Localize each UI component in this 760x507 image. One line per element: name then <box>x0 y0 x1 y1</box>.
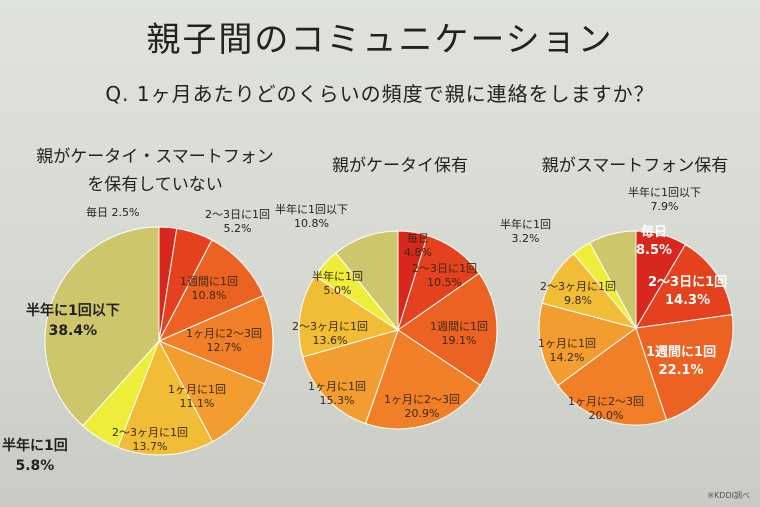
slice-label: 2〜3ヶ月に1回 13.6% <box>292 320 368 347</box>
source-credit: ※KDDI調べ <box>707 491 750 500</box>
slice-label: 半年に1回以下 7.9% <box>628 186 701 213</box>
chart-1-title-line-1: 親がケータイ・スマートフォン <box>36 147 274 167</box>
chart-2-title-line-1: 親がケータイ保有 <box>332 156 468 176</box>
slice-label: 毎日 2.5% <box>86 206 140 219</box>
slice-label: 1週間に1回 10.8% <box>180 275 238 302</box>
pie-chart-2 <box>298 230 498 430</box>
chart-1-title-line-2: を保有していない <box>87 175 223 195</box>
slice-label: 毎日 4.8% <box>404 232 432 259</box>
slice-label: 半年に1回 3.2% <box>500 218 551 245</box>
pie-slice <box>157 239 265 343</box>
slice-label: 毎日 8.5% <box>636 225 673 258</box>
question-text: Q. 1ヶ月あたりどのくらいの頻度で親に連絡をしますか？ <box>105 82 655 106</box>
pie-slice <box>157 340 266 443</box>
slice-label: 半年に1回 5.0% <box>312 270 363 297</box>
pie-slice <box>335 230 399 332</box>
chart-3-title-line-1: 親がスマートフォン保有 <box>541 156 729 176</box>
slice-label: 2〜3ヶ月に1回 13.7% <box>112 426 188 453</box>
pie-slice <box>298 275 400 358</box>
slice-label: 1ヶ月に1回 11.1% <box>168 383 226 410</box>
slice-label: 1ヶ月に1回 14.2% <box>538 337 596 364</box>
slice-label: 1ヶ月に2〜3回 20.9% <box>384 393 460 420</box>
chart-3-title: 親がスマートフォン保有 <box>515 152 755 180</box>
slice-label: 1ヶ月に2〜3回 12.7% <box>186 327 262 354</box>
slice-label: 半年に1回以下 38.4% <box>26 303 120 339</box>
pie-slice <box>157 294 274 385</box>
slice-label: 1週間に1回 22.1% <box>646 345 717 378</box>
pie-slice <box>117 339 214 456</box>
chart-1-title: 親がケータイ・スマートフォン を保有していない <box>10 143 300 199</box>
pie-slice <box>635 243 733 329</box>
slice-label: 2〜3日に1回 10.5% <box>412 262 477 289</box>
slice-label: 2〜3ヶ月に1回 9.8% <box>540 280 616 307</box>
pie-slice <box>44 226 160 427</box>
slice-label: 1ヶ月に1回 15.3% <box>308 380 366 407</box>
slice-label: 1週間に1回 19.1% <box>430 320 488 347</box>
slice-label: 1ヶ月に2〜3回 20.0% <box>568 395 644 422</box>
pie-chart-1 <box>44 226 274 456</box>
pie-slice <box>635 314 734 421</box>
pie-slice <box>557 327 668 426</box>
slice-label: 半年に1回 5.8% <box>2 438 68 474</box>
slide-title: 親子間のコミュニケーション <box>146 20 614 60</box>
pie-slice <box>365 329 481 430</box>
pie-chart-3 <box>538 230 734 426</box>
pie-slice <box>538 302 638 387</box>
pie-slice <box>589 230 637 329</box>
slice-label: 2〜3日に1回 14.3% <box>648 275 728 308</box>
pie-slice <box>302 329 399 425</box>
chart-2-title: 親がケータイ保有 <box>290 152 510 180</box>
slice-label: 2〜3日に1回 5.2% <box>205 208 270 235</box>
slice-label: 半年に1回以下 10.8% <box>275 203 348 230</box>
pie-slice <box>397 272 498 386</box>
